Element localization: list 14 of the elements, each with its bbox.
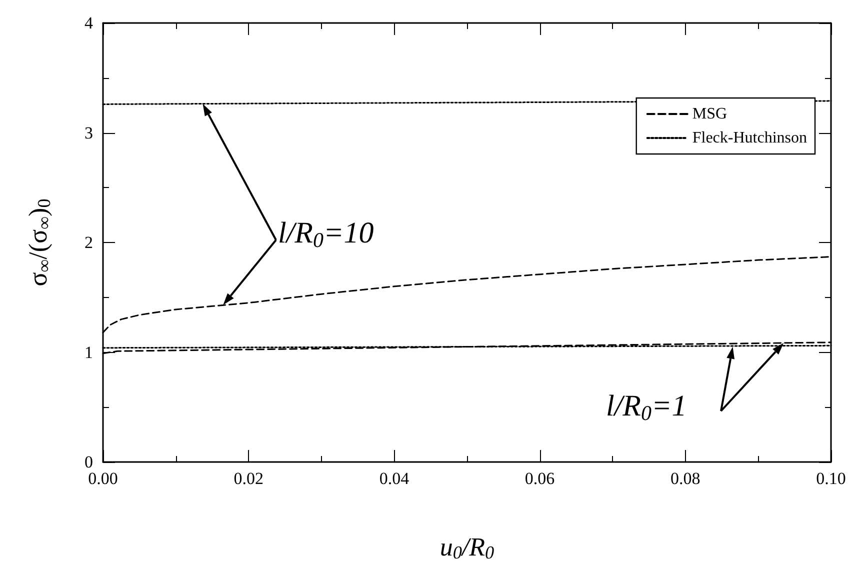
x-tick-label: 0.00 [88, 469, 118, 488]
y-tick-label: 4 [84, 14, 94, 32]
x-tick-label: 0.04 [379, 469, 410, 488]
x-tick-label: 0.02 [234, 469, 264, 488]
legend-label: Fleck-Hutchinson [692, 130, 808, 146]
y-tick-label: 0 [84, 452, 93, 472]
y-axis-title: σ∞/(σ∞)0 [24, 198, 54, 286]
y-tick-label: 1 [84, 342, 93, 362]
y-tick-label: 3 [84, 123, 93, 142]
x-tick-label: 0.06 [524, 469, 555, 488]
x-tick-label: 0.08 [670, 469, 700, 488]
legend-label: MSG [692, 106, 728, 122]
x-tick-label: 0.10 [816, 469, 846, 488]
y-tick-label: 2 [84, 233, 93, 252]
